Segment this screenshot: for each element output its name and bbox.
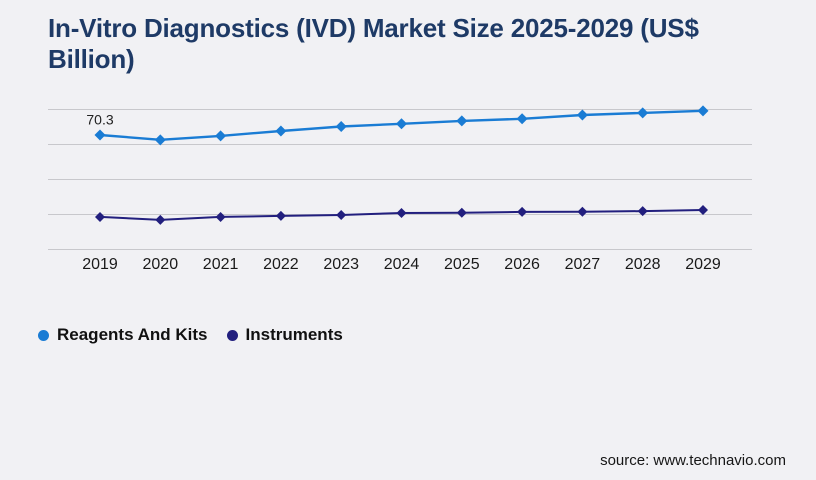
x-axis-label: 2020 [143, 256, 179, 273]
x-axis-label: 2021 [203, 256, 239, 273]
data-point-marker [577, 206, 588, 217]
x-axis-label: 2027 [565, 256, 601, 273]
x-axis-label: 2026 [504, 256, 540, 273]
x-axis-label: 2025 [444, 256, 480, 273]
data-point-marker [275, 210, 286, 221]
legend-item-reagents-and-kits: Reagents And Kits [38, 325, 208, 345]
data-point-marker [456, 115, 468, 127]
chart-title-line2: Billion) [48, 44, 135, 75]
legend-marker-instruments-icon [226, 329, 238, 341]
x-axis-label: 2022 [263, 256, 299, 273]
data-point-marker [637, 206, 648, 217]
chart-title: In-Vitro Diagnostics (IVD) Market Size 2… [48, 13, 748, 75]
data-point-marker [215, 130, 227, 142]
data-label: 70.3 [86, 112, 113, 128]
source-attribution: source: www.technavio.com [600, 452, 786, 469]
data-point-marker [336, 210, 347, 221]
data-point-marker [215, 211, 226, 222]
data-point-marker [517, 206, 528, 217]
data-point-marker [697, 105, 709, 117]
data-point-marker [155, 214, 166, 225]
legend-label-instruments: Instruments [245, 325, 343, 344]
x-axis-label: 2023 [323, 256, 359, 273]
chart-legend: Reagents And Kits Instruments [38, 325, 343, 345]
data-point-marker [637, 107, 649, 119]
legend-item-instruments: Instruments [226, 325, 343, 345]
data-point-marker [396, 118, 407, 130]
data-point-marker [154, 134, 166, 146]
data-point-marker [335, 121, 347, 133]
x-axis-label: 2024 [384, 256, 420, 273]
chart-title-line1: In-Vitro Diagnostics (IVD) Market Size 2… [48, 13, 699, 43]
x-axis-label: 2028 [625, 256, 661, 273]
legend-marker-reagents-icon [38, 329, 49, 341]
data-point-marker [94, 129, 106, 141]
data-point-marker [275, 125, 287, 137]
data-point-marker [516, 113, 528, 125]
x-axis-label: 2029 [685, 256, 721, 273]
data-point-marker [576, 109, 588, 121]
data-point-marker [396, 207, 407, 218]
data-point-marker [698, 205, 708, 216]
data-point-marker [95, 211, 105, 222]
data-point-marker [456, 207, 467, 218]
x-axis-label: 2019 [82, 256, 118, 273]
legend-label-reagents: Reagents And Kits [57, 325, 208, 344]
